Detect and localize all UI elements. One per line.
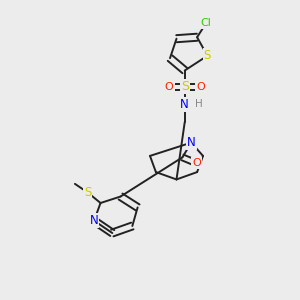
Text: S: S — [84, 186, 91, 199]
Text: S: S — [181, 80, 189, 93]
Text: S: S — [204, 49, 211, 62]
Text: N: N — [187, 136, 196, 149]
Text: O: O — [192, 158, 201, 168]
Text: O: O — [165, 82, 173, 92]
Text: O: O — [196, 82, 205, 92]
Text: N: N — [90, 214, 98, 227]
Text: H: H — [195, 99, 203, 110]
Text: N: N — [180, 98, 189, 111]
Text: Cl: Cl — [200, 18, 211, 28]
